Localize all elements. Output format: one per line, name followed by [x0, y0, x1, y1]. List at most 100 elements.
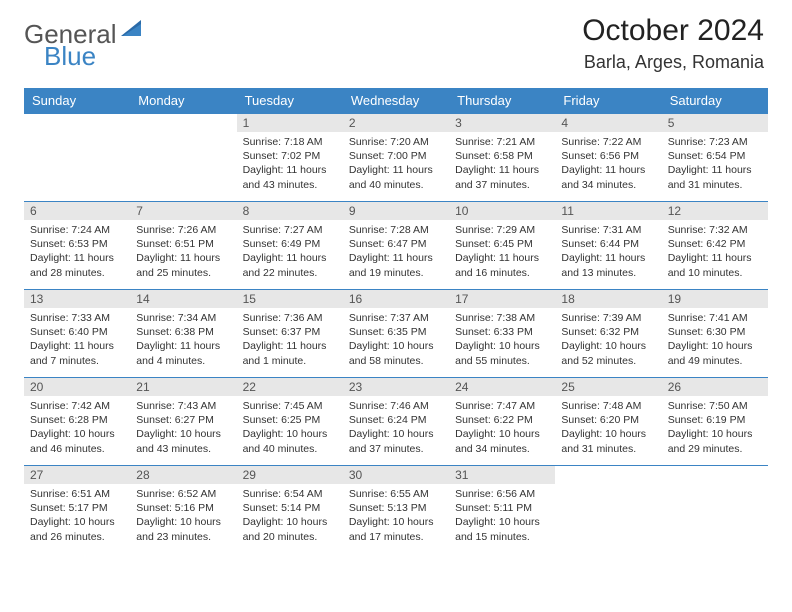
day-number: 24	[449, 378, 555, 396]
sunrise-text: Sunrise: 7:27 AM	[243, 223, 337, 237]
day-number: 29	[237, 466, 343, 484]
day-body: Sunrise: 6:56 AMSunset: 5:11 PMDaylight:…	[449, 484, 555, 548]
sunset-text: Sunset: 6:44 PM	[561, 237, 655, 251]
day-header: Sunday	[24, 88, 130, 114]
daylight-text: Daylight: 11 hours and 28 minutes.	[30, 251, 124, 279]
sunrise-text: Sunrise: 7:39 AM	[561, 311, 655, 325]
daylight-text: Daylight: 10 hours and 26 minutes.	[30, 515, 124, 543]
daylight-text: Daylight: 10 hours and 49 minutes.	[668, 339, 762, 367]
sunrise-text: Sunrise: 7:50 AM	[668, 399, 762, 413]
brand-part2: Blue	[44, 41, 96, 71]
day-body: Sunrise: 7:48 AMSunset: 6:20 PMDaylight:…	[555, 396, 661, 460]
daylight-text: Daylight: 11 hours and 10 minutes.	[668, 251, 762, 279]
sunrise-text: Sunrise: 7:22 AM	[561, 135, 655, 149]
sunset-text: Sunset: 7:02 PM	[243, 149, 337, 163]
calendar-cell: 27Sunrise: 6:51 AMSunset: 5:17 PMDayligh…	[24, 466, 130, 554]
day-header-row: SundayMondayTuesdayWednesdayThursdayFrid…	[24, 88, 768, 114]
daylight-text: Daylight: 10 hours and 17 minutes.	[349, 515, 443, 543]
calendar-body: 1Sunrise: 7:18 AMSunset: 7:02 PMDaylight…	[24, 114, 768, 554]
day-header: Wednesday	[343, 88, 449, 114]
calendar-cell: 6Sunrise: 7:24 AMSunset: 6:53 PMDaylight…	[24, 202, 130, 290]
sunrise-text: Sunrise: 7:42 AM	[30, 399, 124, 413]
calendar-cell: 1 Sunrise: 7:18 AMSunset: 7:02 PMDaylight…	[237, 114, 343, 202]
sunset-text: Sunset: 6:27 PM	[136, 413, 230, 427]
day-body: Sunrise: 7:38 AMSunset: 6:33 PMDaylight:…	[449, 308, 555, 372]
calendar-cell: 2Sunrise: 7:20 AMSunset: 7:00 PMDaylight…	[343, 114, 449, 202]
daylight-text: Daylight: 10 hours and 55 minutes.	[455, 339, 549, 367]
sunset-text: Sunset: 5:17 PM	[30, 501, 124, 515]
sunrise-text: Sunrise: 7:26 AM	[136, 223, 230, 237]
day-body: Sunrise: 7:31 AMSunset: 6:44 PMDaylight:…	[555, 220, 661, 284]
sunset-text: Sunset: 6:35 PM	[349, 325, 443, 339]
daylight-text: Daylight: 10 hours and 37 minutes.	[349, 427, 443, 455]
day-number: 6	[24, 202, 130, 220]
calendar-cell: 23Sunrise: 7:46 AMSunset: 6:24 PMDayligh…	[343, 378, 449, 466]
day-body: Sunrise: 7:46 AMSunset: 6:24 PMDaylight:…	[343, 396, 449, 460]
day-header: Thursday	[449, 88, 555, 114]
calendar-cell: 10Sunrise: 7:29 AMSunset: 6:45 PMDayligh…	[449, 202, 555, 290]
day-number: 26	[662, 378, 768, 396]
daylight-text: Daylight: 11 hours and 22 minutes.	[243, 251, 337, 279]
calendar-row: 6Sunrise: 7:24 AMSunset: 6:53 PMDaylight…	[24, 202, 768, 290]
sunset-text: Sunset: 6:20 PM	[561, 413, 655, 427]
calendar-cell: 15Sunrise: 7:36 AMSunset: 6:37 PMDayligh…	[237, 290, 343, 378]
daylight-text: Daylight: 10 hours and 46 minutes.	[30, 427, 124, 455]
daylight-text: Daylight: 11 hours and 25 minutes.	[136, 251, 230, 279]
daylight-text: Daylight: 11 hours and 7 minutes.	[30, 339, 124, 367]
day-body: Sunrise: 6:51 AMSunset: 5:17 PMDaylight:…	[24, 484, 130, 548]
sunset-text: Sunset: 6:38 PM	[136, 325, 230, 339]
calendar-cell: 22Sunrise: 7:45 AMSunset: 6:25 PMDayligh…	[237, 378, 343, 466]
daylight-text: Daylight: 11 hours and 34 minutes.	[561, 163, 655, 191]
sunrise-text: Sunrise: 7:33 AM	[30, 311, 124, 325]
sunset-text: Sunset: 6:58 PM	[455, 149, 549, 163]
day-number: 1	[237, 114, 343, 132]
sunrise-text: Sunrise: 7:20 AM	[349, 135, 443, 149]
day-number: 31	[449, 466, 555, 484]
day-body: Sunrise: 7:50 AMSunset: 6:19 PMDaylight:…	[662, 396, 768, 460]
daylight-text: Daylight: 10 hours and 15 minutes.	[455, 515, 549, 543]
sunrise-text: Sunrise: 7:24 AM	[30, 223, 124, 237]
calendar-cell: 17Sunrise: 7:38 AMSunset: 6:33 PMDayligh…	[449, 290, 555, 378]
sunrise-text: Sunrise: 7:18 AM	[243, 135, 337, 149]
sunset-text: Sunset: 6:22 PM	[455, 413, 549, 427]
calendar-cell: 7Sunrise: 7:26 AMSunset: 6:51 PMDaylight…	[130, 202, 236, 290]
day-body: Sunrise: 7:28 AMSunset: 6:47 PMDaylight:…	[343, 220, 449, 284]
calendar-cell: 18Sunrise: 7:39 AMSunset: 6:32 PMDayligh…	[555, 290, 661, 378]
calendar-row: 13Sunrise: 7:33 AMSunset: 6:40 PMDayligh…	[24, 290, 768, 378]
daylight-text: Daylight: 11 hours and 43 minutes.	[243, 163, 337, 191]
header: October 2024 Barla, Arges, Romania	[582, 14, 764, 73]
sunrise-text: Sunrise: 7:37 AM	[349, 311, 443, 325]
day-number: 17	[449, 290, 555, 308]
daylight-text: Daylight: 10 hours and 29 minutes.	[668, 427, 762, 455]
calendar-cell: 30Sunrise: 6:55 AMSunset: 5:13 PMDayligh…	[343, 466, 449, 554]
day-body: Sunrise: 7:20 AMSunset: 7:00 PMDaylight:…	[343, 132, 449, 196]
day-number: 10	[449, 202, 555, 220]
sunset-text: Sunset: 6:54 PM	[668, 149, 762, 163]
day-header: Friday	[555, 88, 661, 114]
day-header: Tuesday	[237, 88, 343, 114]
calendar-cell-empty	[662, 466, 768, 554]
day-header: Saturday	[662, 88, 768, 114]
daylight-text: Daylight: 10 hours and 40 minutes.	[243, 427, 337, 455]
daylight-text: Daylight: 10 hours and 23 minutes.	[136, 515, 230, 543]
sunset-text: Sunset: 6:37 PM	[243, 325, 337, 339]
daylight-text: Daylight: 10 hours and 58 minutes.	[349, 339, 443, 367]
calendar-cell: 16Sunrise: 7:37 AMSunset: 6:35 PMDayligh…	[343, 290, 449, 378]
sunrise-text: Sunrise: 7:31 AM	[561, 223, 655, 237]
sunset-text: Sunset: 6:49 PM	[243, 237, 337, 251]
sunset-text: Sunset: 6:24 PM	[349, 413, 443, 427]
daylight-text: Daylight: 11 hours and 40 minutes.	[349, 163, 443, 191]
day-number: 13	[24, 290, 130, 308]
sunrise-text: Sunrise: 6:54 AM	[243, 487, 337, 501]
day-number: 27	[24, 466, 130, 484]
calendar-cell: 26Sunrise: 7:50 AMSunset: 6:19 PMDayligh…	[662, 378, 768, 466]
day-body: Sunrise: 6:52 AMSunset: 5:16 PMDaylight:…	[130, 484, 236, 548]
sunrise-text: Sunrise: 7:32 AM	[668, 223, 762, 237]
sunset-text: Sunset: 6:25 PM	[243, 413, 337, 427]
sunset-text: Sunset: 6:33 PM	[455, 325, 549, 339]
day-number: 8	[237, 202, 343, 220]
sunrise-text: Sunrise: 7:47 AM	[455, 399, 549, 413]
calendar-cell-empty	[130, 114, 236, 202]
sunrise-text: Sunrise: 7:23 AM	[668, 135, 762, 149]
sunrise-text: Sunrise: 7:38 AM	[455, 311, 549, 325]
